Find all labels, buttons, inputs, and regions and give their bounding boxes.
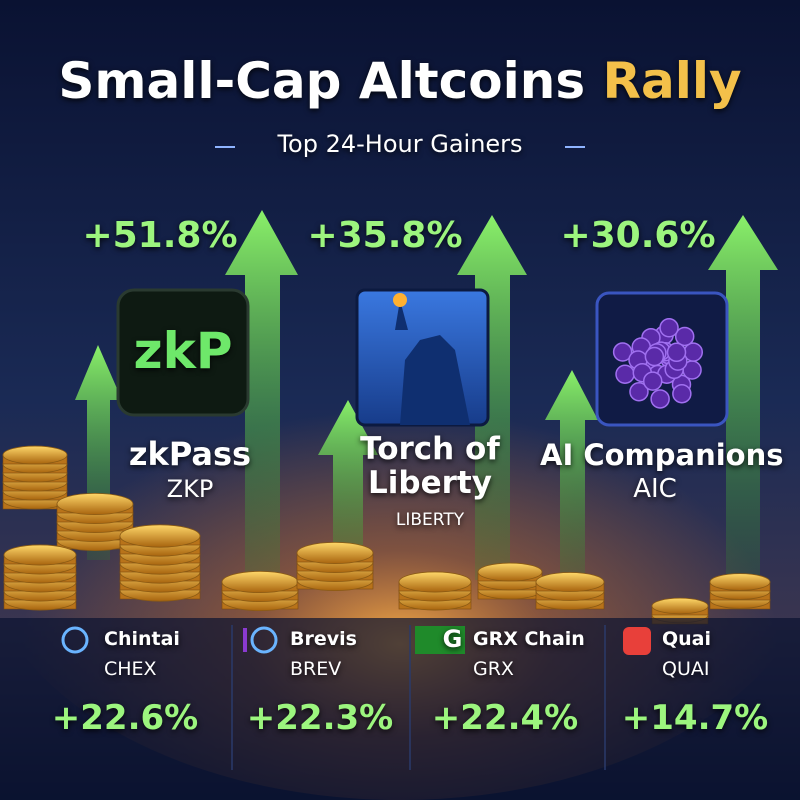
- coin: [56, 492, 134, 516]
- coin-name: Brevis: [290, 628, 357, 650]
- orb-cell: [666, 342, 687, 363]
- coin: [119, 524, 201, 548]
- coin-name: zkPass: [128, 435, 252, 473]
- arrow: [318, 400, 378, 580]
- coin-name: Torch of Liberty: [360, 431, 500, 502]
- coin-symbol: AIC: [633, 474, 677, 504]
- coin-name: GRX Chain: [473, 628, 585, 650]
- orb-cell: [659, 318, 679, 338]
- title: Small-Cap Altcoins Rally: [0, 52, 800, 110]
- arrows: [75, 210, 778, 580]
- arrow: [457, 215, 527, 580]
- icon-text: G: [442, 625, 463, 653]
- orb-cell: [672, 383, 692, 404]
- coin-name: AI Companions: [540, 438, 784, 472]
- coin-name: Chintai: [104, 628, 180, 650]
- brevis-bar: [243, 628, 247, 652]
- statue: [395, 300, 470, 425]
- coin-symbol: QUAI: [662, 658, 710, 680]
- arrow: [75, 345, 122, 560]
- title-highlight: Rally: [602, 52, 742, 110]
- coin: [709, 573, 771, 591]
- quai-icon: [623, 627, 651, 655]
- orb: [612, 318, 704, 409]
- orb-cell: [642, 371, 663, 391]
- coin: [2, 445, 68, 465]
- arrow: [708, 215, 778, 580]
- gain: +22.3%: [246, 698, 394, 738]
- orb-cell: [644, 346, 665, 367]
- coin: [398, 571, 472, 593]
- orb-cell: [629, 381, 649, 402]
- gain: +51.8%: [82, 215, 238, 256]
- arrow: [545, 370, 598, 580]
- orb-cell: [674, 326, 695, 347]
- torch-flame: [393, 293, 407, 307]
- title-text: Small-Cap Altcoins: [58, 52, 586, 110]
- icon-text: zkP: [133, 322, 233, 380]
- coin: [296, 541, 374, 565]
- zkp-icon: [116, 288, 250, 417]
- chintai-icon: [61, 626, 89, 654]
- coin: [651, 597, 709, 615]
- gain: +35.8%: [307, 215, 463, 256]
- coin: [477, 562, 543, 582]
- coin-symbol: LIBERTY: [395, 510, 465, 530]
- gain: +22.4%: [431, 698, 579, 738]
- bottom-panel: [0, 618, 800, 800]
- coin: [535, 572, 605, 592]
- grx-icon: [415, 626, 465, 654]
- orb-cell: [650, 389, 670, 409]
- coin-symbol: ZKP: [166, 475, 214, 503]
- brevis-icon: [250, 626, 278, 654]
- orb-cell: [612, 342, 633, 362]
- gain: +14.7%: [621, 698, 769, 738]
- coin-symbol: GRX: [473, 658, 514, 680]
- gain: +30.6%: [560, 215, 716, 256]
- coin-symbol: BREV: [290, 658, 342, 680]
- coin-name: Quai: [662, 628, 712, 650]
- subtitle: Top 24-Hour Gainers: [277, 130, 523, 158]
- orb-cell: [615, 364, 635, 385]
- coin: [3, 544, 77, 566]
- arrow: [225, 210, 298, 580]
- gain: +22.6%: [51, 698, 199, 738]
- coin-symbol: CHEX: [104, 658, 157, 680]
- coin: [221, 570, 299, 594]
